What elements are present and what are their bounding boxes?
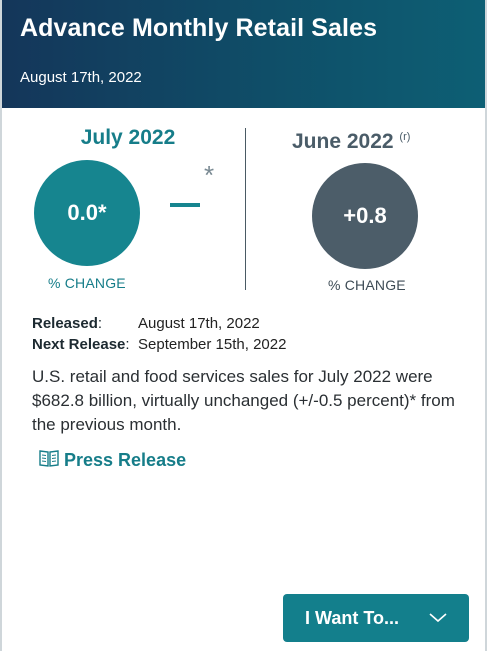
i-want-to-label: I Want To... — [305, 607, 399, 628]
released-value: August 17th, 2022 — [138, 315, 260, 332]
released-label: Released: — [32, 315, 103, 332]
previous-month-title: June 2022 (r) — [292, 130, 491, 154]
revised-mark[interactable]: (r) — [399, 131, 411, 143]
header-date: August 17th, 2022 — [20, 69, 142, 86]
press-release-label: Press Release — [64, 450, 187, 470]
previous-change-circle: +0.8 — [312, 163, 418, 269]
sales-description: U.S. retail and food services sales for … — [32, 367, 455, 434]
previous-change-label: % CHANGE — [328, 277, 406, 293]
next-release-value: September 15th, 2022 — [138, 336, 287, 353]
current-change-circle: 0.0* — [34, 160, 140, 266]
previous-change-value: +0.8 — [343, 203, 387, 228]
next-release-row: Next Release: September 15th, 2022 — [32, 334, 286, 355]
chevron-down-icon — [429, 608, 447, 629]
current-month-title: July 2022 — [80, 126, 176, 149]
released-row: Released: August 17th, 2022 — [32, 313, 286, 334]
book-icon — [38, 448, 64, 473]
next-release-label: Next Release: — [32, 336, 130, 353]
i-want-to-button[interactable]: I Want To... — [283, 594, 469, 642]
dash-icon — [170, 203, 200, 207]
stats-section: July 2022 0.0* * % CHANGE June 2022 (r) … — [2, 108, 485, 298]
previous-month-label: June 2022 — [292, 130, 394, 153]
page-title: Advance Monthly Retail Sales — [20, 14, 378, 42]
card-header: Advance Monthly Retail Sales August 17th… — [2, 0, 485, 108]
stats-divider — [245, 128, 246, 290]
release-info: Released: August 17th, 2022 Next Release… — [32, 313, 286, 355]
asterisk-mark: * — [204, 160, 215, 190]
press-release-link[interactable]: Press Release — [38, 448, 186, 473]
current-change-label: % CHANGE — [48, 275, 126, 291]
current-change-value: 0.0* — [67, 200, 107, 225]
